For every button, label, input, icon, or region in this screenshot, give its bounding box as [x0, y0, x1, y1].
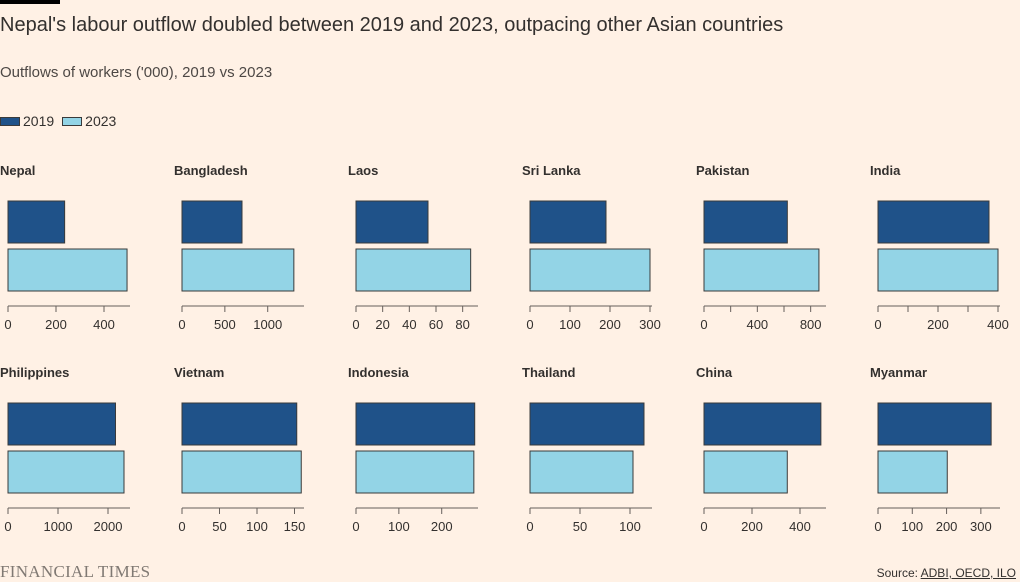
- x-tick-label-china: 0: [700, 519, 707, 534]
- x-tick-label-laos: 20: [375, 317, 389, 332]
- x-tick-label-bangladesh: 1000: [253, 317, 282, 332]
- x-tick-label-thailand: 100: [619, 519, 641, 534]
- x-tick-label-pakistan: 800: [800, 317, 822, 332]
- legend-item-2023: 2023: [62, 113, 116, 129]
- panel-title-pakistan: Pakistan: [696, 163, 750, 178]
- x-tick-label-nepal: 0: [4, 317, 11, 332]
- x-tick-label-indonesia: 100: [388, 519, 410, 534]
- x-tick-label-india: 200: [927, 317, 949, 332]
- ft-logo: FINANCIAL TIMES: [0, 562, 151, 581]
- x-tick-label-philippines: 1000: [44, 519, 73, 534]
- panel-title-thailand: Thailand: [522, 365, 576, 380]
- bar-laos-2023: [355, 248, 472, 292]
- panel-title-laos: Laos: [348, 163, 378, 178]
- x-tick-label-thailand: 0: [526, 519, 533, 534]
- x-tick-label-indonesia: 0: [352, 519, 359, 534]
- brand-bar: [0, 0, 60, 4]
- panel-title-nepal: Nepal: [0, 163, 35, 178]
- x-tick-label-philippines: 2000: [94, 519, 123, 534]
- panel-title-vietnam: Vietnam: [174, 365, 224, 380]
- legend-swatch-2019: [0, 116, 20, 126]
- source-prefix: Source:: [876, 566, 921, 580]
- panel-title-china: China: [696, 365, 733, 380]
- x-tick-label-pakistan: 400: [746, 317, 768, 332]
- x-tick-label-india: 0: [874, 317, 881, 332]
- x-tick-label-sri-lanka: 100: [559, 317, 581, 332]
- x-tick-label-india: 400: [987, 317, 1009, 332]
- legend: 2019 2023: [0, 113, 124, 129]
- bar-pakistan-2019: [703, 200, 788, 244]
- source-note: Source: ADBI, OECD, ILO: [877, 566, 1016, 580]
- bar-pakistan-2023: [703, 248, 820, 292]
- x-tick-label-laos: 60: [429, 317, 443, 332]
- x-tick-label-myanmar: 300: [970, 519, 992, 534]
- bar-philippines-2023: [7, 450, 125, 494]
- bar-india-2019: [877, 200, 990, 244]
- bar-myanmar-2019: [877, 402, 992, 446]
- bar-indonesia-2023: [355, 450, 475, 494]
- x-tick-label-laos: 40: [402, 317, 416, 332]
- bar-laos-2019: [355, 200, 429, 244]
- legend-swatch-2023: [62, 116, 83, 126]
- x-tick-label-philippines: 0: [4, 519, 11, 534]
- bar-thailand-2023: [529, 450, 634, 494]
- x-tick-label-myanmar: 0: [874, 519, 881, 534]
- panel-title-philippines: Philippines: [0, 365, 69, 380]
- bar-sri-lanka-2023: [529, 248, 651, 292]
- panel-title-indonesia: Indonesia: [348, 365, 409, 380]
- x-tick-label-thailand: 50: [573, 519, 587, 534]
- bar-philippines-2019: [7, 402, 116, 446]
- x-tick-label-myanmar: 200: [936, 519, 958, 534]
- bar-sri-lanka-2019: [529, 200, 607, 244]
- chart-title: Nepal's labour outflow doubled between 2…: [0, 14, 784, 36]
- bar-vietnam-2019: [181, 402, 298, 446]
- bar-nepal-2019: [7, 200, 66, 244]
- x-tick-label-vietnam: 50: [212, 519, 226, 534]
- x-tick-label-pakistan: 0: [700, 317, 707, 332]
- bar-bangladesh-2019: [181, 200, 243, 244]
- x-tick-label-sri-lanka: 300: [639, 317, 661, 332]
- panel-title-india: India: [870, 163, 901, 178]
- bar-china-2023: [703, 450, 788, 494]
- x-tick-label-laos: 80: [455, 317, 469, 332]
- panel-title-myanmar: Myanmar: [870, 365, 927, 380]
- panel-title-sri-lanka: Sri Lanka: [522, 163, 581, 178]
- panel-title-bangladesh: Bangladesh: [174, 163, 248, 178]
- chart-subtitle: Outflows of workers ('000), 2019 vs 2023: [0, 64, 273, 81]
- x-tick-label-sri-lanka: 0: [526, 317, 533, 332]
- legend-item-2019: 2019: [0, 113, 54, 129]
- x-tick-label-sri-lanka: 200: [599, 317, 621, 332]
- x-tick-label-bangladesh: 0: [178, 317, 185, 332]
- legend-label-2019: 2019: [23, 113, 55, 129]
- x-tick-label-nepal: 400: [93, 317, 115, 332]
- bar-india-2023: [877, 248, 999, 292]
- x-tick-label-china: 200: [741, 519, 763, 534]
- x-tick-label-vietnam: 0: [178, 519, 185, 534]
- x-tick-label-vietnam: 150: [284, 519, 306, 534]
- bar-myanmar-2023: [877, 450, 948, 494]
- bar-china-2019: [703, 402, 822, 446]
- bar-indonesia-2019: [355, 402, 476, 446]
- source-links[interactable]: ADBI, OECD, ILO: [920, 566, 1016, 580]
- x-tick-label-vietnam: 100: [246, 519, 268, 534]
- x-tick-label-bangladesh: 500: [214, 317, 236, 332]
- bar-bangladesh-2023: [181, 248, 295, 292]
- x-tick-label-myanmar: 100: [901, 519, 923, 534]
- x-tick-label-nepal: 200: [45, 317, 67, 332]
- bar-vietnam-2023: [181, 450, 302, 494]
- legend-label-2023: 2023: [85, 113, 117, 129]
- x-tick-label-indonesia: 200: [431, 519, 453, 534]
- bar-nepal-2023: [7, 248, 128, 292]
- x-tick-label-laos: 0: [352, 317, 359, 332]
- bar-thailand-2019: [529, 402, 645, 446]
- x-tick-label-china: 400: [789, 519, 811, 534]
